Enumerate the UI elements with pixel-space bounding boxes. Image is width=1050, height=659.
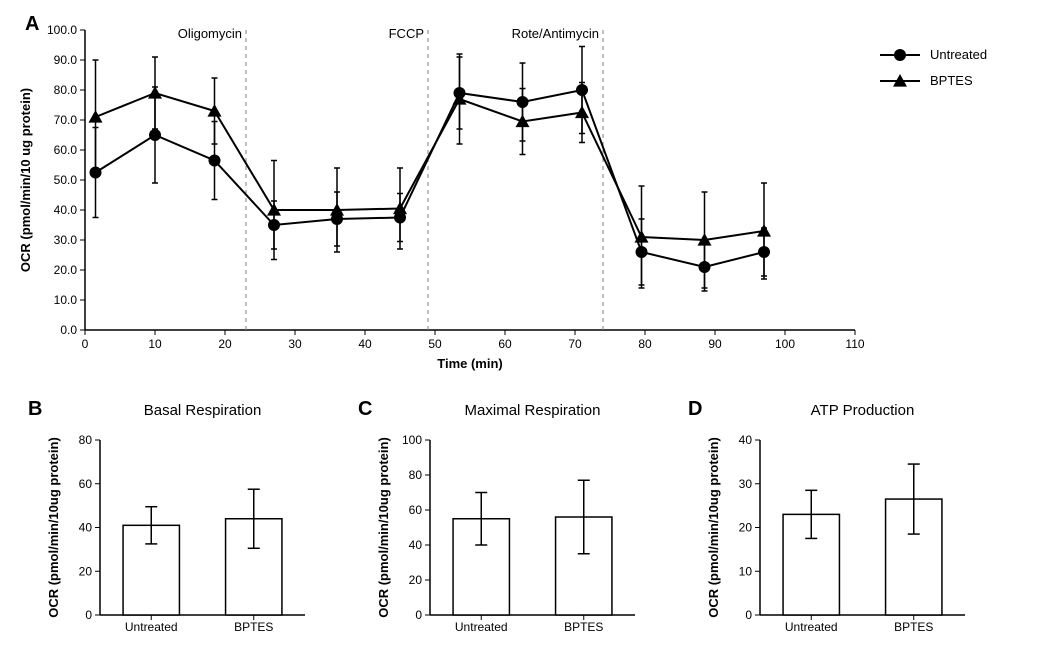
- bar-ytick-label: 40: [79, 521, 93, 535]
- bar-xtick-label: Untreated: [125, 620, 178, 634]
- bar-xtick-label: Untreated: [455, 620, 508, 634]
- marker-triangle: [575, 106, 589, 119]
- bar-ytick-label: 30: [739, 477, 753, 491]
- xtick-label: 10: [148, 337, 162, 351]
- ytick-label: 50.0: [54, 173, 78, 187]
- xtick-label: 0: [82, 337, 89, 351]
- bar-ytick-label: 0: [85, 608, 92, 622]
- bar-ytick-label: 20: [739, 521, 753, 535]
- panel-a-label: A: [25, 13, 39, 35]
- panel-a-ylabel: OCR (pmol/min/10 ug protein): [18, 88, 33, 272]
- bar-ytick-label: 100: [402, 433, 422, 447]
- marker-triangle: [148, 86, 162, 99]
- bar-ylabel: OCR (pmol/min/10ug protein): [376, 437, 391, 618]
- xtick-label: 30: [288, 337, 302, 351]
- bar-ylabel: OCR (pmol/min/10ug protein): [46, 437, 61, 618]
- ytick-label: 40.0: [54, 203, 78, 217]
- bar-ytick-label: 20: [409, 573, 423, 587]
- marker-triangle: [757, 224, 771, 237]
- ytick-label: 30.0: [54, 233, 78, 247]
- bar-ytick-label: 60: [409, 503, 423, 517]
- xtick-label: 60: [498, 337, 512, 351]
- xtick-label: 80: [638, 337, 652, 351]
- bar-xtick-label: Untreated: [785, 620, 838, 634]
- bar-ytick-label: 20: [79, 564, 93, 578]
- panel-a-xlabel: Time (min): [437, 356, 503, 371]
- ytick-label: 20.0: [54, 263, 78, 277]
- bar-ytick-label: 80: [79, 433, 93, 447]
- marker-circle: [209, 155, 221, 167]
- ytick-label: 90.0: [54, 53, 78, 67]
- panel-d-title: ATP Production: [811, 402, 915, 419]
- panel-d-label: D: [688, 398, 702, 420]
- panel-c-title: Maximal Respiration: [465, 402, 601, 419]
- injection-label: Oligomycin: [178, 26, 242, 41]
- bar-ytick-label: 60: [79, 477, 93, 491]
- marker-circle: [149, 129, 161, 141]
- xtick-label: 90: [708, 337, 722, 351]
- bar-ytick-label: 10: [739, 564, 753, 578]
- panel-b-label: B: [28, 398, 42, 420]
- panel-c-label: C: [358, 398, 372, 420]
- ytick-label: 100.0: [47, 23, 77, 37]
- marker-triangle: [89, 110, 103, 123]
- legend-label: Untreated: [930, 47, 987, 62]
- xtick-label: 110: [845, 337, 864, 351]
- figure-svg: A 0.0 10.0 20.0 30.0 40.0 50.0 60.0 70.0 80.0 90.0…: [0, 0, 1050, 659]
- bar-ytick-label: 0: [415, 608, 422, 622]
- series-line-untreated: [96, 90, 765, 267]
- ytick-label: 80.0: [54, 83, 78, 97]
- legend-label: BPTES: [930, 73, 973, 88]
- ytick-label: 60.0: [54, 143, 78, 157]
- ytick-label: 10.0: [54, 293, 78, 307]
- bar-ytick-label: 0: [745, 608, 752, 622]
- series-line-bptes: [96, 93, 765, 240]
- bar-ytick-label: 80: [409, 468, 423, 482]
- bar-xtick-label: BPTES: [894, 620, 933, 634]
- panel-b-title: Basal Respiration: [144, 402, 262, 419]
- bar-ytick-label: 40: [739, 433, 753, 447]
- xtick-label: 40: [358, 337, 372, 351]
- injection-label: Rote/Antimycin: [512, 26, 599, 41]
- xtick-label: 70: [568, 337, 582, 351]
- xtick-label: 100: [775, 337, 795, 351]
- ytick-label: 70.0: [54, 113, 78, 127]
- bar-ytick-label: 40: [409, 538, 423, 552]
- ytick-label: 0.0: [60, 323, 77, 337]
- xtick-label: 50: [428, 337, 442, 351]
- injection-label: FCCP: [389, 26, 424, 41]
- bar-xtick-label: BPTES: [564, 620, 603, 634]
- xtick-label: 20: [218, 337, 232, 351]
- bar-ylabel: OCR (pmol/min/10ug protein): [706, 437, 721, 618]
- legend-marker-circle: [894, 49, 906, 61]
- bar-xtick-label: BPTES: [234, 620, 273, 634]
